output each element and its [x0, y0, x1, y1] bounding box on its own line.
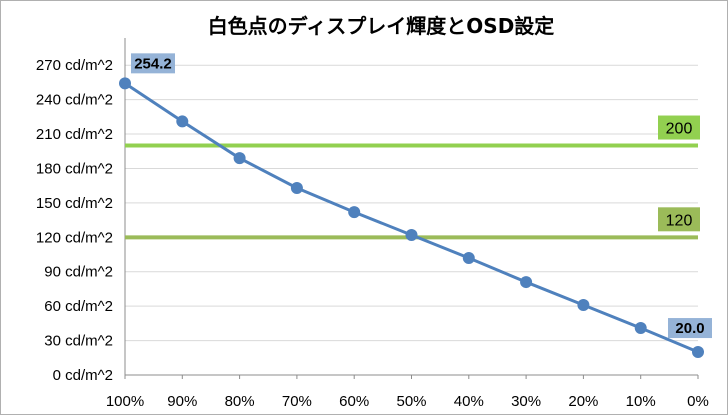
data-labels: 254.2 20.0	[131, 53, 712, 339]
data-point	[176, 115, 189, 128]
x-tick-label: 80%	[225, 393, 255, 410]
data-label: 254.2	[134, 55, 172, 72]
y-tick-label: 90 cd/m^2	[44, 264, 113, 281]
data-label-box	[668, 318, 712, 339]
x-tick-label: 50%	[396, 393, 426, 410]
x-tick-label: 10%	[626, 393, 656, 410]
y-tick-label: 120 cd/m^2	[36, 229, 113, 246]
data-label-box	[131, 53, 175, 74]
data-point	[119, 77, 131, 90]
y-tick-label: 60 cd/m^2	[44, 298, 113, 315]
x-tick-label: 60%	[339, 393, 369, 410]
data-point	[290, 181, 303, 194]
series-group	[119, 77, 704, 359]
data-point	[462, 251, 475, 264]
x-tick-label: 100%	[106, 393, 144, 410]
gridlines	[125, 64, 698, 376]
reference-label-box	[658, 115, 700, 140]
x-tick-label: 20%	[568, 393, 598, 410]
x-tick-label: 30%	[511, 393, 541, 410]
y-tick-label: 150 cd/m^2	[36, 195, 113, 212]
data-point	[405, 229, 418, 242]
y-tick-label: 270 cd/m^2	[36, 57, 113, 74]
y-tick-label: 180 cd/m^2	[36, 160, 113, 177]
data-point	[520, 276, 533, 289]
reference-label: 200	[666, 121, 693, 138]
reference-label: 120	[666, 212, 693, 229]
x-tick-label: 70%	[282, 393, 312, 410]
series-line	[124, 82, 699, 354]
y-tick-label: 30 cd/m^2	[44, 333, 113, 350]
data-point	[348, 206, 361, 219]
y-tick-label: 0 cd/m^2	[53, 367, 113, 384]
reference-label-box	[658, 207, 700, 232]
x-tick-label: 90%	[167, 393, 197, 410]
data-point	[634, 321, 647, 334]
data-point	[577, 299, 590, 312]
y-tick-label: 240 cd/m^2	[36, 92, 113, 109]
x-tick-label: 0%	[687, 393, 709, 410]
data-point	[233, 152, 246, 165]
x-tick-label: 40%	[454, 393, 484, 410]
data-label: 20.0	[675, 320, 704, 337]
x-axis: 100% 90% 80% 70% 60% 50% 40% 30% 20% 10% 0%	[106, 374, 709, 410]
y-tick-label: 210 cd/m^2	[36, 126, 113, 143]
chart-title: 白色点のディスプレイ輝度とOSD設定	[208, 14, 555, 38]
y-axis: 0 cd/m^2 30 cd/m^2 60 cd/m^2 90 cd/m^2 120 c…	[36, 38, 126, 384]
data-point	[692, 346, 704, 359]
